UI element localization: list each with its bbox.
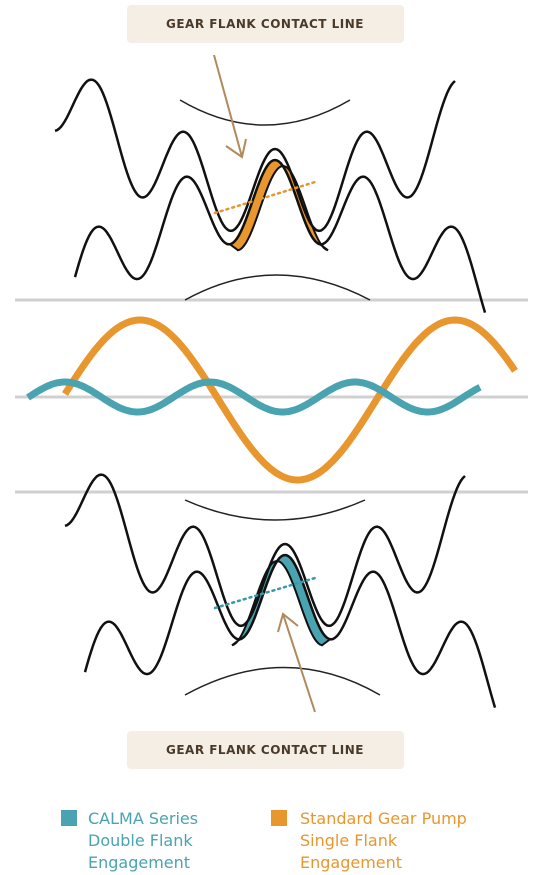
label-box [127,5,404,43]
legend-text: Single Flank [300,831,398,850]
legend-swatch [271,810,287,826]
arrow [213,54,247,159]
gears [54,78,497,708]
wave [62,316,518,484]
legend-text: Engagement [300,853,402,872]
arc [179,99,351,126]
legend-text: Engagement [88,853,190,872]
gear-outline [54,78,456,233]
gear-outline [83,553,497,708]
label-box [127,731,404,769]
arc [184,499,366,521]
legend-swatch [61,810,77,826]
arrow [277,612,316,713]
arc [184,274,371,301]
contact-line [213,180,317,215]
waves [26,316,518,484]
arc [184,666,381,696]
gear-outline [73,158,487,313]
legend-text: CALMA Series [88,809,198,828]
top-label: GEAR FLANK CONTACT LINE [166,17,364,31]
contact-line [213,576,317,610]
gear-outline [64,473,466,628]
wave [26,378,482,416]
legend-text: Standard Gear Pump [300,809,467,828]
bottom-label: GEAR FLANK CONTACT LINE [166,743,364,757]
legend-text: Double Flank [88,831,193,850]
